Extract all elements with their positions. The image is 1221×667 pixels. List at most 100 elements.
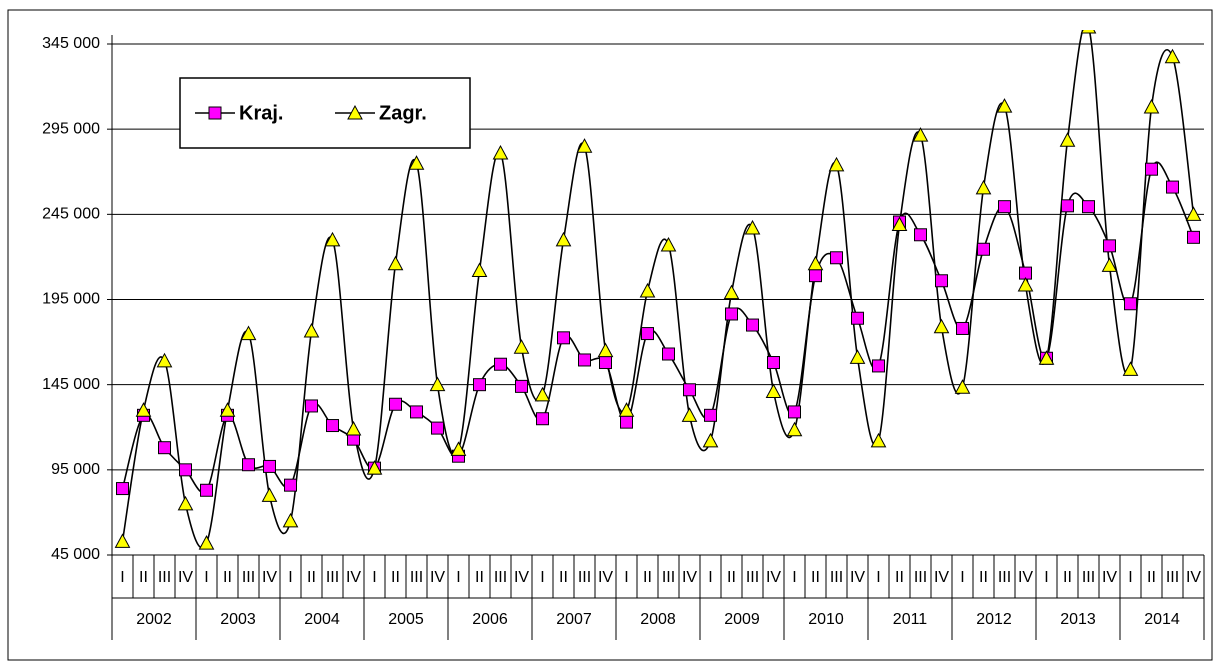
marker xyxy=(683,383,696,397)
x-tick-label: II xyxy=(979,569,988,586)
marker xyxy=(534,386,551,402)
legend: Kraj. Zagr. xyxy=(179,77,471,149)
marker xyxy=(725,307,738,321)
marker xyxy=(326,419,339,433)
x-tick-label: III xyxy=(830,569,843,586)
x-tick-label: II xyxy=(895,569,904,586)
x-tick-label: I xyxy=(876,569,880,586)
x-tick-label: II xyxy=(475,569,484,586)
y-tick-label: 345 000 xyxy=(42,35,100,52)
marker xyxy=(408,155,425,170)
marker xyxy=(345,420,362,436)
marker xyxy=(744,219,761,235)
marker xyxy=(809,269,822,283)
marker xyxy=(1017,276,1034,292)
legend-label: Zagr. xyxy=(379,102,427,124)
x-tick-label: II xyxy=(727,569,736,586)
marker xyxy=(555,231,572,247)
marker xyxy=(933,318,950,334)
x-tick-label: I xyxy=(792,569,796,586)
marker xyxy=(1122,361,1139,376)
x-tick-label: I xyxy=(960,569,964,586)
x-tick-label: II xyxy=(391,569,400,586)
marker xyxy=(998,200,1011,214)
marker xyxy=(975,179,992,195)
marker xyxy=(284,478,297,492)
marker xyxy=(240,325,257,341)
y-tick-label: 45 000 xyxy=(51,546,100,563)
marker xyxy=(389,397,402,411)
x-tick-label: II xyxy=(559,569,568,586)
year-label: 2011 xyxy=(893,611,928,628)
x-tick-label: I xyxy=(456,569,460,586)
legend-label: Kraj. xyxy=(239,102,283,124)
marker xyxy=(1038,350,1055,365)
marker xyxy=(746,318,759,332)
x-tick-label: I xyxy=(204,569,208,586)
marker xyxy=(471,262,488,278)
marker xyxy=(872,359,885,373)
x-tick-label: IV xyxy=(850,569,865,586)
x-tick-label: II xyxy=(223,569,232,586)
x-tick-label: I xyxy=(624,569,628,586)
marker xyxy=(681,407,698,422)
year-label: 2012 xyxy=(976,611,1012,628)
legend-marker xyxy=(347,104,363,120)
marker xyxy=(263,459,276,473)
x-tick-label: I xyxy=(1044,569,1048,586)
x-tick-label: I xyxy=(708,569,712,586)
marker xyxy=(1166,180,1179,194)
marker xyxy=(1082,200,1095,214)
marker xyxy=(261,487,278,502)
marker xyxy=(410,405,423,419)
x-tick-label: IV xyxy=(514,569,529,586)
marker xyxy=(891,216,908,232)
marker xyxy=(767,356,780,370)
y-tick-label: 145 000 xyxy=(42,376,100,393)
marker xyxy=(492,144,509,160)
x-tick-label: IV xyxy=(766,569,781,586)
x-tick-label: I xyxy=(1128,569,1132,586)
marker xyxy=(1185,206,1202,221)
marker xyxy=(536,412,549,426)
year-label: 2009 xyxy=(724,611,760,628)
year-label: 2004 xyxy=(304,611,340,628)
marker xyxy=(954,379,971,394)
marker xyxy=(179,463,192,477)
marker xyxy=(851,311,864,325)
marker xyxy=(870,432,887,448)
x-tick-label: III xyxy=(1166,569,1179,586)
marker xyxy=(1145,162,1158,176)
x-tick-label: III xyxy=(578,569,591,586)
marker xyxy=(387,255,404,271)
marker xyxy=(641,327,654,341)
x-tick-label: IV xyxy=(1018,569,1033,586)
x-tick-label: III xyxy=(1082,569,1095,586)
x-tick-label: III xyxy=(998,569,1011,586)
x-tick-label: II xyxy=(139,569,148,586)
x-tick-label: IV xyxy=(682,569,697,586)
year-label: 2002 xyxy=(136,611,172,628)
year-label: 2008 xyxy=(640,611,676,628)
marker xyxy=(597,342,614,358)
x-tick-label: IV xyxy=(1186,569,1201,586)
x-tick-label: III xyxy=(914,569,927,586)
marker xyxy=(662,347,675,361)
marker xyxy=(660,236,677,252)
marker xyxy=(788,405,801,419)
x-tick-label: II xyxy=(643,569,652,586)
marker xyxy=(1059,132,1076,147)
marker xyxy=(557,331,570,345)
marker xyxy=(305,399,318,413)
marker xyxy=(618,402,635,417)
marker xyxy=(807,255,824,271)
marker xyxy=(366,460,383,475)
marker xyxy=(702,432,719,448)
x-tick-label: III xyxy=(158,569,171,586)
x-tick-label: IV xyxy=(178,569,193,586)
marker xyxy=(849,349,866,364)
marker xyxy=(450,441,467,456)
x-tick-label: III xyxy=(494,569,507,586)
marker xyxy=(200,483,213,497)
marker xyxy=(599,356,612,370)
